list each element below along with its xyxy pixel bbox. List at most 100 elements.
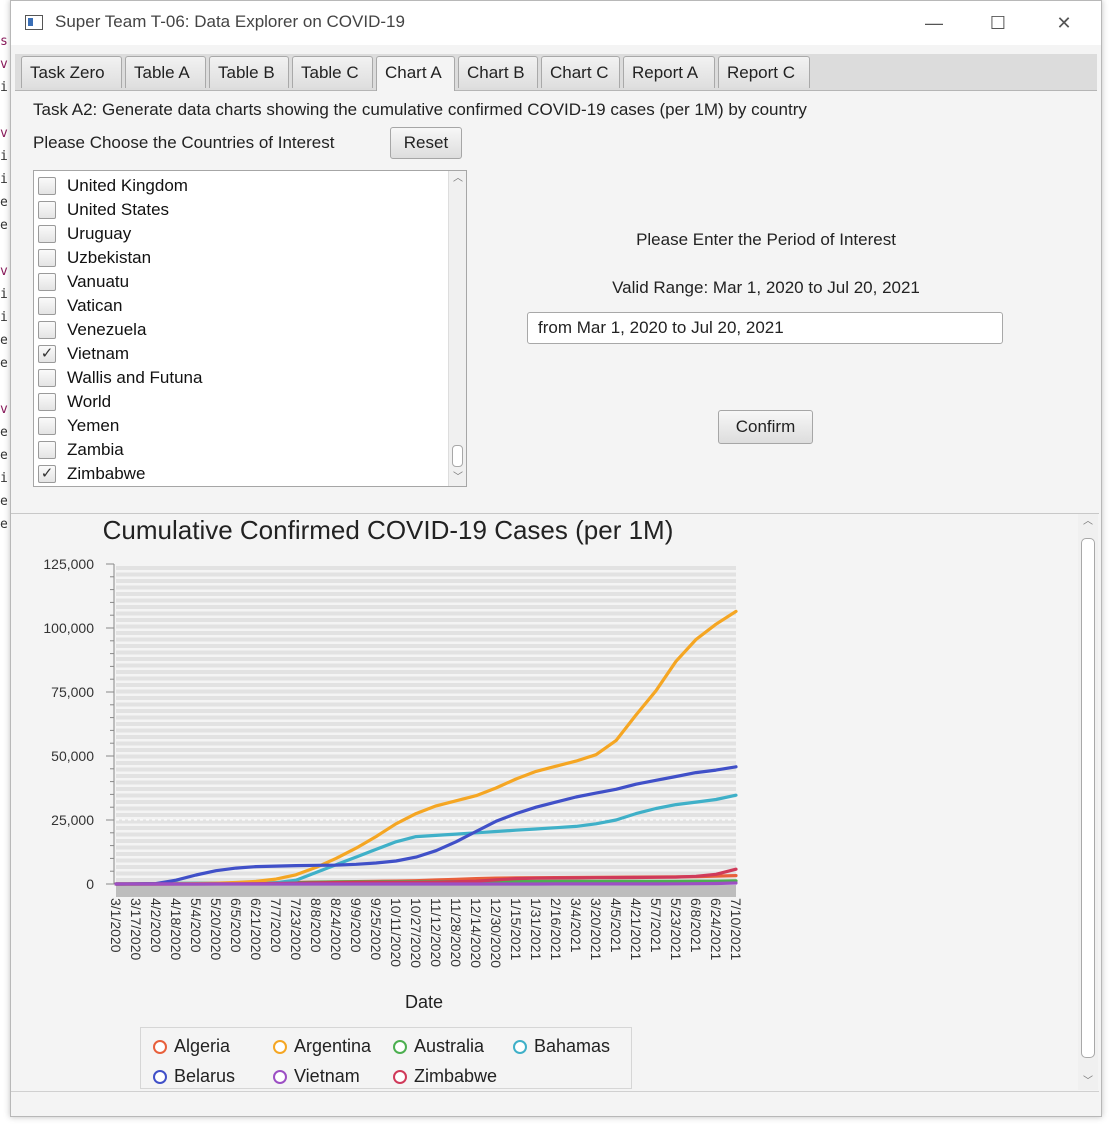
- x-tick-label: 4/5/2021: [608, 898, 624, 953]
- maximize-button[interactable]: ☐: [989, 12, 1007, 33]
- tab-report-a[interactable]: Report A: [623, 56, 715, 88]
- country-checkbox[interactable]: [38, 225, 56, 243]
- country-list-scrollbar[interactable]: ︿ ﹀: [448, 171, 466, 486]
- grid-band: [116, 702, 736, 707]
- country-checkbox[interactable]: ✓: [38, 345, 56, 363]
- country-list-item[interactable]: United Kingdom: [34, 175, 444, 199]
- legend-item: Argentina: [273, 1036, 371, 1057]
- series-line-vietnam: [114, 881, 738, 886]
- x-tick-label: 4/2/2020: [148, 898, 164, 953]
- country-label: Vanuatu: [67, 272, 130, 291]
- country-list-item[interactable]: Wallis and Futuna: [34, 367, 444, 391]
- editor-gutter-char: e: [0, 517, 8, 532]
- scrollbar-thumb[interactable]: [452, 445, 463, 467]
- tab-chart-b[interactable]: Chart B: [458, 56, 538, 88]
- grid-band: [116, 683, 736, 687]
- editor-gutter-char: e: [0, 333, 8, 348]
- country-checkbox[interactable]: [38, 297, 56, 315]
- chart-scrollbar-thumb[interactable]: [1081, 538, 1095, 1058]
- tab-table-c[interactable]: Table C: [292, 56, 373, 88]
- legend-label: Argentina: [294, 1036, 372, 1056]
- country-checkbox[interactable]: [38, 273, 56, 291]
- x-tick-label: 5/20/2020: [208, 898, 224, 960]
- editor-gutter-char: i: [0, 149, 8, 164]
- country-list-item[interactable]: ✓ Vietnam: [34, 343, 444, 367]
- country-list[interactable]: United Kingdom United States Uruguay Uzbeki…: [33, 170, 467, 487]
- scroll-up-arrow-icon[interactable]: ︿: [453, 173, 463, 184]
- grid-band: [116, 780, 736, 785]
- x-tick-label: 5/7/2021: [648, 898, 664, 953]
- grid-band: [116, 605, 736, 609]
- grid-band: [116, 858, 736, 863]
- tab-report-c[interactable]: Report C: [718, 56, 810, 88]
- y-axis: 0 25,000 50,000 75,000 100,000 125,000: [43, 556, 115, 892]
- grid-band: [116, 865, 736, 869]
- country-list-item[interactable]: United States: [34, 199, 444, 223]
- close-button[interactable]: ✕: [1056, 12, 1072, 33]
- period-input[interactable]: [527, 312, 1003, 344]
- editor-gutter-char: s: [0, 34, 8, 49]
- editor-gutter-char: e: [0, 356, 8, 371]
- grid-band: [116, 696, 736, 700]
- grid-band: [116, 650, 736, 655]
- tab-chart-c[interactable]: Chart C: [541, 56, 620, 88]
- tab-chart-a[interactable]: Chart A: [376, 56, 455, 91]
- chart-legend: Algeria Argentina Australia Bahamas Belarus V…: [140, 1027, 632, 1089]
- tab-table-a[interactable]: Table A: [125, 56, 206, 88]
- x-tick-label: 3/17/2020: [128, 898, 144, 960]
- country-label: Yemen: [67, 416, 120, 435]
- x-tick-label: 5/23/2021: [668, 898, 684, 960]
- scroll-down-arrow-icon[interactable]: ﹀: [453, 472, 463, 483]
- legend-label: Zimbabwe: [414, 1066, 498, 1086]
- country-list-item[interactable]: Zambia: [34, 439, 444, 463]
- country-label: Vatican: [67, 296, 123, 315]
- country-list-item[interactable]: Yemen: [34, 415, 444, 439]
- grid-band: [116, 618, 736, 622]
- chart-scroll-down-icon[interactable]: ﹀: [1083, 1076, 1093, 1087]
- editor-gutter-char: i: [0, 172, 8, 187]
- grid-band: [116, 585, 736, 590]
- grid-band: [116, 871, 736, 876]
- editor-gutter-char: e: [0, 425, 8, 440]
- chart-scroll-up-icon[interactable]: ︿: [1083, 516, 1093, 527]
- country-checkbox[interactable]: [38, 417, 56, 435]
- legend-label: Australia: [414, 1036, 485, 1056]
- grid-band: [116, 579, 736, 583]
- country-checkbox[interactable]: [38, 201, 56, 219]
- grid-band: [116, 657, 736, 661]
- x-tick-label: 10/11/2020: [388, 898, 404, 967]
- country-checkbox[interactable]: [38, 369, 56, 387]
- country-list-item[interactable]: Uzbekistan: [34, 247, 444, 271]
- country-checkbox[interactable]: ✓: [38, 465, 56, 483]
- country-checkbox[interactable]: [38, 321, 56, 339]
- x-tick-label: 3/1/2020: [108, 898, 124, 953]
- country-list-item[interactable]: Venezuela: [34, 319, 444, 343]
- country-list-item[interactable]: Vanuatu: [34, 271, 444, 295]
- legend-item: Zimbabwe: [393, 1066, 497, 1087]
- confirm-button[interactable]: Confirm: [718, 410, 813, 444]
- country-list-item[interactable]: World: [34, 391, 444, 415]
- country-list-item[interactable]: ✓ Zimbabwe: [34, 463, 444, 486]
- valid-range-label: Valid Range: Mar 1, 2020 to Jul 20, 2021: [612, 278, 920, 297]
- country-checkbox[interactable]: [38, 393, 56, 411]
- country-checkbox[interactable]: [38, 249, 56, 267]
- minimize-button[interactable]: —: [925, 12, 943, 33]
- grid-band: [116, 735, 736, 739]
- grid-band: [116, 709, 736, 713]
- x-tick-label: 8/24/2020: [328, 898, 344, 960]
- grid-band: [116, 676, 736, 681]
- country-label: Venezuela: [67, 320, 147, 339]
- grid-band: [116, 845, 736, 850]
- tab-task-zero[interactable]: Task Zero: [21, 56, 122, 88]
- reset-button[interactable]: Reset: [390, 127, 462, 159]
- country-checkbox[interactable]: [38, 441, 56, 459]
- country-checkbox[interactable]: [38, 177, 56, 195]
- country-list-item[interactable]: Vatican: [34, 295, 444, 319]
- grid-band: [116, 722, 736, 726]
- series-line-belarus: [114, 765, 738, 886]
- grid-band: [116, 819, 736, 824]
- chart-scrollbar[interactable]: ︿ ﹀: [1078, 514, 1098, 1090]
- x-tick-label: 6/5/2020: [228, 898, 244, 953]
- tab-table-b[interactable]: Table B: [209, 56, 289, 88]
- country-list-item[interactable]: Uruguay: [34, 223, 444, 247]
